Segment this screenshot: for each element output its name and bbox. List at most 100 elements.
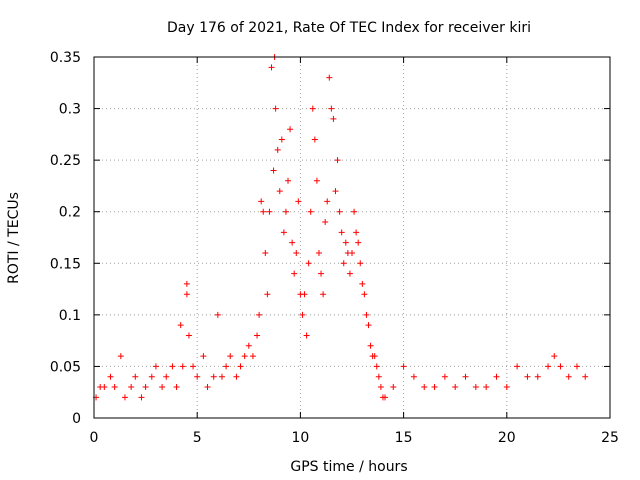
data-point xyxy=(200,353,207,360)
data-point xyxy=(293,249,300,256)
data-point xyxy=(324,198,331,205)
data-point xyxy=(295,198,302,205)
data-point xyxy=(336,208,343,215)
data-point xyxy=(342,239,349,246)
y-tick-label: 0.15 xyxy=(50,256,81,272)
data-point xyxy=(365,322,372,329)
data-point xyxy=(359,280,366,287)
data-point xyxy=(285,177,292,184)
data-point xyxy=(264,291,271,298)
data-point xyxy=(280,229,287,236)
data-point xyxy=(303,332,310,339)
data-point xyxy=(185,332,192,339)
data-point xyxy=(534,373,541,380)
data-point xyxy=(311,136,318,143)
data-point xyxy=(262,249,269,256)
y-tick-label: 0.35 xyxy=(50,50,81,66)
data-point xyxy=(266,208,273,215)
data-point xyxy=(514,363,521,370)
data-point xyxy=(210,373,217,380)
data-point xyxy=(557,363,564,370)
data-point xyxy=(338,229,345,236)
data-point xyxy=(278,136,285,143)
data-point xyxy=(194,373,201,380)
data-point xyxy=(148,373,155,380)
data-point xyxy=(117,353,124,360)
data-point xyxy=(282,208,289,215)
data-point xyxy=(179,363,186,370)
data-point xyxy=(301,291,308,298)
data-point xyxy=(183,291,190,298)
data-point xyxy=(441,373,448,380)
data-point xyxy=(315,249,322,256)
data-point xyxy=(245,342,252,349)
data-point xyxy=(493,373,500,380)
data-point xyxy=(452,384,459,391)
data-point xyxy=(551,353,558,360)
data-point xyxy=(291,270,298,277)
data-point xyxy=(223,363,230,370)
data-point xyxy=(227,353,234,360)
data-point xyxy=(483,384,490,391)
data-point xyxy=(373,363,380,370)
y-tick-label: 0.1 xyxy=(59,308,81,324)
x-tick-label: 15 xyxy=(395,430,413,446)
data-point xyxy=(462,373,469,380)
data-point xyxy=(318,270,325,277)
data-point xyxy=(132,373,139,380)
x-axis-tick-labels: 0 5 10 15 20 25 xyxy=(90,430,619,446)
data-point xyxy=(173,384,180,391)
data-point xyxy=(313,177,320,184)
x-axis-label: GPS time / hours xyxy=(290,459,407,475)
data-point xyxy=(421,384,428,391)
x-tick-label: 20 xyxy=(498,430,516,446)
data-point xyxy=(410,373,417,380)
data-points xyxy=(93,54,589,401)
data-point xyxy=(159,384,166,391)
data-point xyxy=(357,260,364,267)
data-point xyxy=(249,353,256,360)
data-point xyxy=(299,311,306,318)
data-point xyxy=(307,208,314,215)
data-point xyxy=(346,270,353,277)
data-point xyxy=(260,208,267,215)
data-point xyxy=(289,239,296,246)
plot-frame xyxy=(93,56,611,419)
data-point xyxy=(503,384,510,391)
x-tick-label: 10 xyxy=(291,430,309,446)
data-point xyxy=(390,384,397,391)
data-point xyxy=(332,188,339,195)
data-point xyxy=(400,363,407,370)
data-point xyxy=(111,384,118,391)
y-tick-label: 0.2 xyxy=(59,205,81,221)
data-point xyxy=(340,260,347,267)
data-point xyxy=(582,373,589,380)
data-point xyxy=(377,384,384,391)
x-tick-label: 25 xyxy=(601,430,619,446)
data-point xyxy=(309,105,316,112)
data-point xyxy=(138,394,145,401)
data-point xyxy=(361,291,368,298)
data-point xyxy=(241,353,248,360)
data-point xyxy=(169,363,176,370)
data-point xyxy=(233,373,240,380)
data-point xyxy=(320,291,327,298)
data-point xyxy=(330,115,337,122)
data-point xyxy=(367,342,374,349)
data-point xyxy=(204,384,211,391)
y-tick-label: 0.25 xyxy=(50,153,81,169)
data-point xyxy=(353,229,360,236)
data-point xyxy=(565,373,572,380)
data-point xyxy=(274,146,281,153)
data-point xyxy=(107,373,114,380)
data-point xyxy=(375,373,382,380)
data-point xyxy=(524,373,531,380)
data-point xyxy=(183,280,190,287)
data-point xyxy=(270,167,277,174)
data-point xyxy=(382,394,389,401)
x-tick-label: 5 xyxy=(193,430,202,446)
data-point xyxy=(272,105,279,112)
data-point xyxy=(177,322,184,329)
y-axis-label: ROTI / TECUs xyxy=(6,192,22,284)
data-point xyxy=(328,105,335,112)
